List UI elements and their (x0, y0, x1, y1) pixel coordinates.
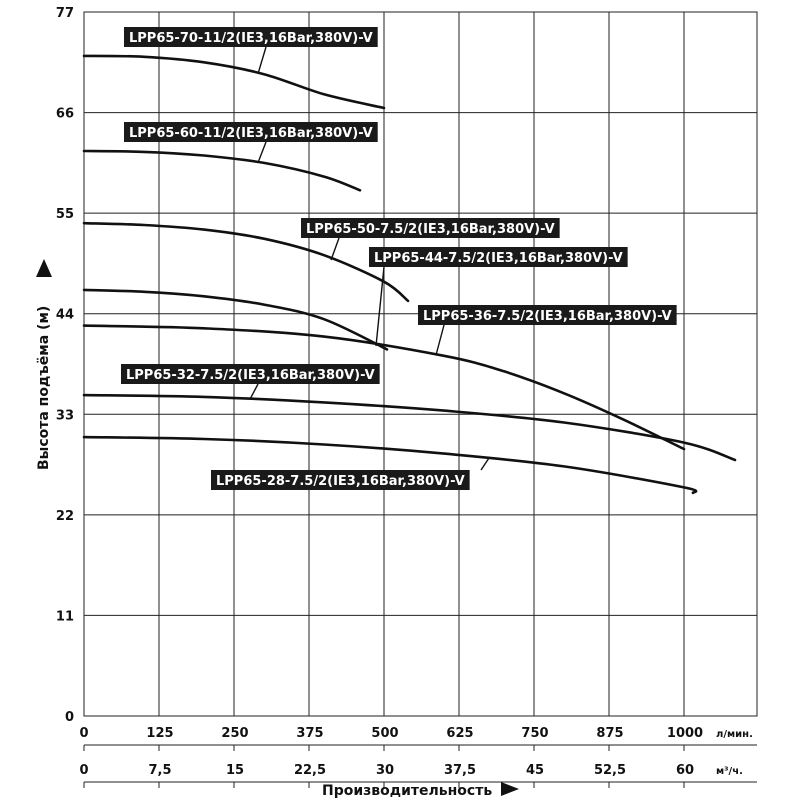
series-label: LPP65-50-7.5/2(IE3,16Bar,380V)-V (301, 218, 560, 238)
series-curve (82, 435, 698, 495)
series-curve (82, 54, 386, 110)
y-tick-label: 33 (56, 408, 74, 423)
x-tick-label: 45 (526, 763, 544, 778)
series-label: LPP65-44-7.5/2(IE3,16Bar,380V)-V (369, 247, 628, 267)
x-tick-label: 1000 (667, 726, 703, 741)
y-axis-arrow-icon (36, 259, 52, 277)
y-tick-label: 22 (56, 509, 74, 524)
leader-line (257, 46, 267, 74)
x-tick-label: 750 (521, 726, 548, 741)
series-label-box (124, 122, 378, 142)
series-curve (82, 324, 686, 451)
x-tick-label: 625 (446, 726, 473, 741)
leader-line (249, 383, 259, 400)
series-label-box (211, 470, 470, 490)
leader-line (257, 141, 267, 163)
series-label-text: LPP65-32-7.5/2(IE3,16Bar,380V)-V (126, 368, 375, 383)
leader-lines (249, 46, 490, 471)
series-label-text: LPP65-28-7.5/2(IE3,16Bar,380V)-V (216, 474, 465, 489)
x-axis-title: Производительность (322, 783, 492, 799)
x-tick-label: 125 (146, 726, 173, 741)
leader-line (330, 237, 340, 261)
series-label-text: LPP65-60-11/2(IE3,16Bar,380V)-V (129, 126, 373, 141)
x-tick-label: 7,5 (148, 763, 171, 778)
x-axis-m3h: 0 7,5 15 22,5 30 37,5 45 52,5 60 (79, 763, 757, 788)
y-axis-title: Высота подъёма (м) (36, 306, 52, 470)
leader-line (435, 324, 445, 356)
series-label: LPP65-32-7.5/2(IE3,16Bar,380V)-V (121, 364, 380, 384)
x-axis-lmin: 0 125 250 375 500 625 750 875 1000 (79, 726, 757, 751)
series-label-text: LPP65-44-7.5/2(IE3,16Bar,380V)-V (374, 251, 623, 266)
y-gridlines (84, 112, 757, 616)
x-tick-label: 0 (79, 763, 88, 778)
x-tick-label: 60 (676, 763, 694, 778)
x-unit-m3h: м³/ч. (716, 766, 743, 777)
x-tick-label: 15 (226, 763, 244, 778)
x-tick-label: 250 (221, 726, 248, 741)
x-tick-label: 22,5 (294, 763, 326, 778)
y-tick-label: 11 (56, 609, 74, 624)
series-label: LPP65-28-7.5/2(IE3,16Bar,380V)-V (211, 470, 470, 490)
series-label: LPP65-60-11/2(IE3,16Bar,380V)-V (124, 122, 378, 142)
x-axis-arrow-icon (501, 782, 519, 796)
x-tick-label: 30 (376, 763, 394, 778)
series-label-box (418, 305, 677, 325)
leader-line (480, 457, 490, 471)
series-label-box (121, 364, 380, 384)
x-tick-label: 875 (596, 726, 623, 741)
y-tick-label: 44 (56, 308, 74, 323)
x-unit-lmin: л/мин. (716, 729, 753, 740)
x-tick-label: 0 (79, 726, 88, 741)
series-label-box (369, 247, 628, 267)
leader-line (375, 266, 385, 347)
series-label-text: LPP65-36-7.5/2(IE3,16Bar,380V)-V (423, 309, 672, 324)
series-curve (82, 221, 410, 303)
series-label-box (301, 218, 560, 238)
y-tick-label: 0 (65, 710, 74, 725)
x-tick-label: 500 (371, 726, 398, 741)
series-labels: LPP65-70-11/2(IE3,16Bar,380V)-V LPP65-60-… (121, 27, 677, 490)
curves (82, 54, 737, 495)
y-tick-label: 66 (56, 107, 74, 122)
x-tick-label: 375 (296, 726, 323, 741)
series-curve (82, 288, 389, 351)
x-tick-label: 37,5 (444, 763, 476, 778)
series-label-text: LPP65-50-7.5/2(IE3,16Bar,380V)-V (306, 222, 555, 237)
series-label-text: LPP65-70-11/2(IE3,16Bar,380V)-V (129, 31, 373, 46)
y-tick-label: 77 (56, 6, 74, 21)
x-tick-label: 52,5 (594, 763, 626, 778)
series-curve (82, 149, 362, 192)
y-tick-labels: 0 11 22 33 44 55 66 77 (56, 6, 74, 725)
series-label-box (124, 27, 378, 47)
series-label: LPP65-70-11/2(IE3,16Bar,380V)-V (124, 27, 378, 47)
series-label: LPP65-36-7.5/2(IE3,16Bar,380V)-V (418, 305, 677, 325)
y-tick-label: 55 (56, 207, 74, 222)
series-curve (82, 393, 737, 462)
